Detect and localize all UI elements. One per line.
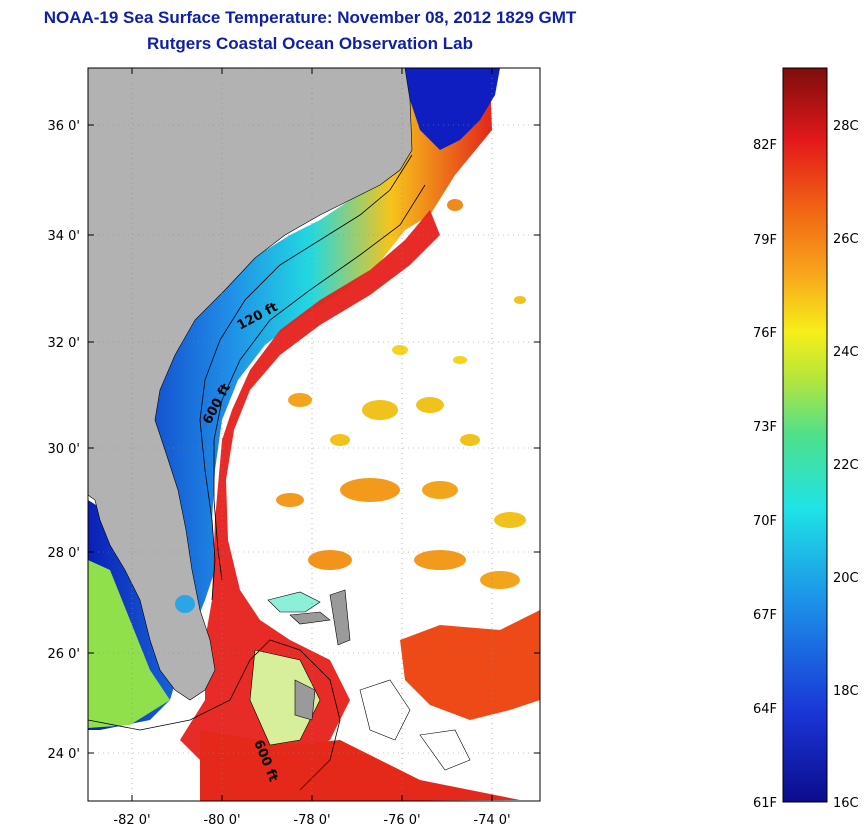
colorbar-label-20c: 20C bbox=[833, 571, 859, 586]
colorbar-label-61f: 61F bbox=[753, 796, 777, 811]
lon-label-78: -78 0' bbox=[293, 813, 330, 828]
colorbar-label-24c: 24C bbox=[833, 345, 859, 360]
map-title: NOAA-19 Sea Surface Temperature: Novembe… bbox=[43, 8, 577, 27]
lat-label-34: 34 0' bbox=[47, 229, 80, 244]
land-florida-southeast-us bbox=[88, 68, 413, 701]
map-frame bbox=[87, 67, 541, 802]
colorbar-label-64f: 64F bbox=[753, 702, 777, 717]
offshore-sst-patches bbox=[276, 199, 526, 589]
colorbar-label-22c: 22C bbox=[833, 458, 859, 473]
colorbar-label-26c: 26C bbox=[833, 232, 859, 247]
lon-label-80: -80 0' bbox=[203, 813, 240, 828]
colorbar-label-76f: 76F bbox=[753, 326, 777, 341]
colorbar-label-28c: 28C bbox=[833, 119, 859, 134]
gulf-stream-warm-core bbox=[180, 210, 440, 770]
colorbar-label-70f: 70F bbox=[753, 514, 777, 529]
colorbar-label-16c: 16C bbox=[833, 796, 859, 811]
depth-contour-600ft bbox=[213, 184, 426, 581]
map-subtitle: Rutgers Coastal Ocean Observation Lab bbox=[147, 34, 473, 53]
lon-label-82: -82 0' bbox=[113, 813, 150, 828]
depth-contour-gulf bbox=[88, 639, 341, 791]
sst-colorbar bbox=[782, 67, 828, 803]
colorbar-label-79f: 79F bbox=[753, 233, 777, 248]
bahamas-warm-patch bbox=[400, 610, 540, 720]
southern-warm-waters bbox=[200, 730, 520, 801]
lat-label-30: 30 0' bbox=[47, 442, 80, 457]
lat-lon-grid bbox=[88, 68, 540, 801]
lat-label-28: 28 0' bbox=[47, 546, 80, 561]
gulf-nearshore-waters bbox=[88, 560, 170, 728]
colorbar-label-67f: 67F bbox=[753, 608, 777, 623]
lat-label-32: 32 0' bbox=[47, 336, 80, 351]
cold-northern-waters bbox=[405, 68, 500, 150]
depth-contour-120ft bbox=[199, 154, 413, 601]
lon-label-74: -74 0' bbox=[473, 813, 510, 828]
lat-label-24: 24 0' bbox=[47, 747, 80, 762]
bahamas-islands bbox=[249, 589, 471, 771]
frame-ticks bbox=[88, 68, 540, 801]
lat-label-36: 36 0' bbox=[47, 119, 80, 134]
lon-label-76: -76 0' bbox=[383, 813, 420, 828]
colorbar-label-82f: 82F bbox=[753, 138, 777, 153]
lake-okeechobee bbox=[175, 595, 195, 613]
sst-map: 120 ft 600 ft 600 ft bbox=[88, 68, 540, 801]
lat-label-26: 26 0' bbox=[47, 647, 80, 662]
colorbar-label-73f: 73F bbox=[753, 420, 777, 435]
colorbar-label-18c: 18C bbox=[833, 684, 859, 699]
